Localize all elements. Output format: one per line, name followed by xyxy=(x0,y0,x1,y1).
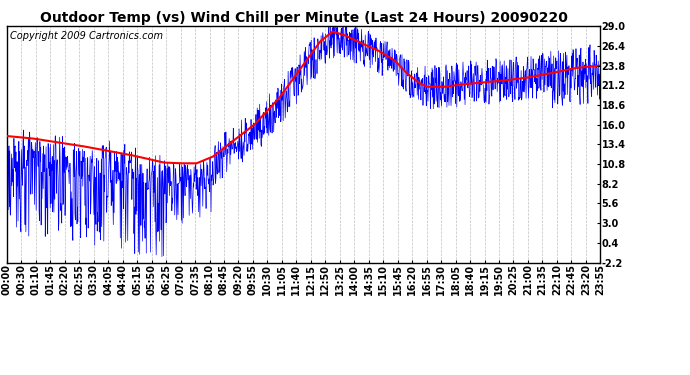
Text: Copyright 2009 Cartronics.com: Copyright 2009 Cartronics.com xyxy=(10,31,163,41)
Title: Outdoor Temp (vs) Wind Chill per Minute (Last 24 Hours) 20090220: Outdoor Temp (vs) Wind Chill per Minute … xyxy=(39,11,568,25)
